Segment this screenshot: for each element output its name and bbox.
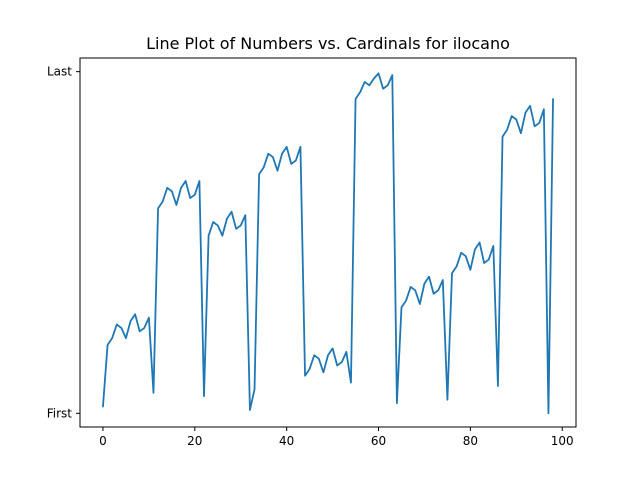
x-tick-label: 0 (99, 434, 107, 448)
y-tick-label: First (47, 406, 73, 420)
series-line (102, 72, 554, 415)
y-tick-label: Last (47, 65, 72, 79)
y-axis-ticks: First Last (47, 65, 80, 420)
x-tick-label: 20 (187, 434, 202, 448)
x-axis-ticks: 0 20 40 60 80 100 (99, 427, 574, 448)
x-tick-label: 100 (551, 434, 574, 448)
x-tick-label: 40 (279, 434, 294, 448)
chart-title: Line Plot of Numbers vs. Cardinals for i… (146, 34, 510, 53)
x-tick-label: 60 (371, 434, 386, 448)
axes-frame (79, 57, 577, 428)
x-tick-label: 80 (463, 434, 478, 448)
plot-lines (102, 72, 554, 415)
